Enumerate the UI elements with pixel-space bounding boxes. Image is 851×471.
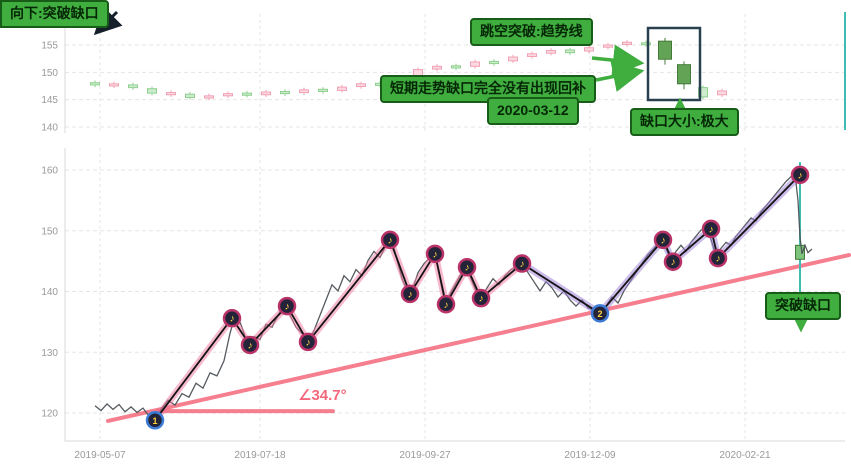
swing-marker-note [222,308,242,328]
swing-marker-note [380,230,400,250]
candle-body [527,53,537,57]
swing-marker-glyph: 1 [152,416,157,426]
candle-body [337,86,347,91]
breakout-gap-label: 突破缺口 [765,292,841,320]
y-tick-label: 150 [41,226,58,237]
y-tick-label: 140 [41,287,58,298]
candle-body [658,40,672,60]
candle-body [677,64,691,85]
swing-marker-note [277,296,297,316]
y-tick-label: 120 [41,409,58,420]
swing-marker-glyph: ♪ [520,259,525,270]
swing-marker-glyph: ♪ [479,294,484,305]
swing-marker-note [653,230,673,250]
candle-body [546,49,556,54]
gap-arrow-icon [595,61,645,92]
candle-body [451,65,461,69]
swing-marker-glyph: ♪ [230,314,235,325]
candle-body [565,49,575,54]
x-tick-label: 2019-09-27 [399,450,451,461]
swing-marker-glyph: ♪ [798,170,803,181]
swing-marker-glyph: ♪ [716,254,721,265]
candle-body [90,82,100,86]
candle-body [280,90,290,95]
swing-marker-note [512,254,532,273]
swing-marker-glyph: ♪ [433,249,438,260]
trend-line [106,253,851,423]
swing-marker-note [471,288,491,308]
candle-body [603,44,613,48]
y-tick-label: 150 [41,68,58,79]
gap-breakout-trendline-label: 跳空突破:趋势线 [470,18,593,46]
candle-body [318,88,328,92]
gap-size-label: 缺口大小:极大 [630,108,739,136]
swing-marker-note [457,257,477,277]
x-tick-label: 2019-05-07 [74,450,126,461]
swing-marker-glyph: ♪ [285,302,290,313]
swing-marker-note [708,248,728,268]
x-tick-label: 2019-07-18 [234,450,286,461]
candle-body [147,88,157,94]
candle-body [185,93,195,98]
candle-body [641,42,651,46]
y-tick-label: 155 [41,40,58,51]
y-tick-label: 140 [41,123,58,134]
candle-body [261,91,271,96]
swing-marker-glyph: ♪ [465,263,470,274]
swing-marker-note [425,244,445,264]
swing-marker-number [590,304,610,323]
swing-marker-glyph: ♪ [709,224,714,235]
y-tick-label: 145 [41,95,58,106]
swing-marker-note [400,284,420,304]
candle-body [128,84,138,89]
down-gap-flag-label: 向下:突破缺口 [0,0,109,28]
x-tick-label: 2020-02-21 [719,450,771,461]
candle-body [622,41,632,45]
angle-label: ∠34.7° [298,387,347,404]
candle-body [204,95,214,99]
candle-body [470,61,480,67]
swing-marker-note [663,252,683,271]
swing-marker-note [436,295,456,314]
swing-marker-note [701,219,721,239]
swing-marker-glyph: ♪ [671,257,676,268]
candle-body [584,47,594,52]
candle-body [166,92,176,96]
swing-marker-number [145,411,165,430]
gap-date-label: 2020-03-12 [487,97,579,125]
swing-marker-glyph: ♪ [388,235,393,246]
candle-body [508,56,518,62]
swing-marker-glyph: ♪ [408,289,413,300]
candle-body [356,83,366,88]
swing-marker-glyph: 2 [597,309,602,319]
gap-highlight-box [646,26,702,102]
swing-marker-glyph: ♪ [248,340,253,351]
y-tick-label: 160 [41,166,58,177]
candle-body [432,65,442,70]
swing-marker-note [298,332,318,352]
swing-marker-glyph: ♪ [661,235,666,246]
candle-body [299,89,309,94]
candle-body [223,93,233,97]
candle-body [698,87,708,98]
candle-body [489,60,499,65]
latest-bar [795,244,805,260]
swing-marker-glyph: ♪ [444,300,449,311]
swing-marker-glyph: ♪ [306,337,311,348]
y-tick-label: 130 [41,348,58,359]
candle-body [717,90,727,96]
swing-marker-note [240,335,260,355]
swing-marker-note [790,165,810,185]
candle-body [242,92,252,96]
candle-body [109,83,119,87]
x-tick-label: 2019-12-09 [564,450,616,461]
gap-arrow-icon [591,44,645,76]
